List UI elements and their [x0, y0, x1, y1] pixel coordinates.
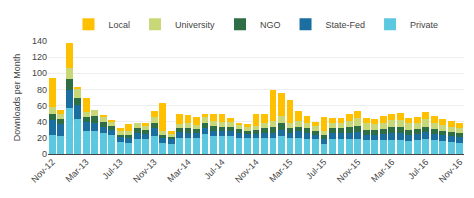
svg-text:Mar-16: Mar-16	[369, 157, 396, 184]
svg-text:120: 120	[32, 52, 47, 62]
svg-text:60: 60	[37, 101, 47, 111]
svg-text:Nov-13: Nov-13	[131, 157, 159, 185]
svg-text:20: 20	[37, 133, 47, 143]
svg-text:140: 140	[32, 36, 47, 46]
svg-text:Nov-14: Nov-14	[233, 157, 261, 185]
svg-text:Jul-13: Jul-13	[100, 157, 124, 181]
svg-text:Nov-16: Nov-16	[437, 157, 465, 185]
svg-text:Downloads per Month: Downloads per Month	[12, 54, 22, 142]
svg-text:Nov-12: Nov-12	[29, 157, 57, 185]
svg-text:Local: Local	[109, 20, 131, 30]
svg-text:40: 40	[37, 117, 47, 127]
svg-text:Jul-15: Jul-15	[304, 157, 328, 181]
svg-text:100: 100	[32, 68, 47, 78]
svg-text:Private: Private	[410, 20, 438, 30]
svg-text:80: 80	[37, 85, 47, 95]
svg-text:Jul-14: Jul-14	[202, 157, 226, 181]
svg-text:0: 0	[42, 149, 47, 159]
svg-text:Mar-13: Mar-13	[64, 157, 91, 184]
svg-text:University: University	[175, 20, 215, 30]
svg-text:Nov-15: Nov-15	[335, 157, 363, 185]
svg-text:Jul-16: Jul-16	[406, 157, 430, 181]
svg-text:NGO: NGO	[260, 20, 281, 30]
svg-text:Mar-14: Mar-14	[165, 157, 192, 184]
svg-text:Mar-15: Mar-15	[267, 157, 294, 184]
svg-text:State-Fed: State-Fed	[326, 20, 366, 30]
